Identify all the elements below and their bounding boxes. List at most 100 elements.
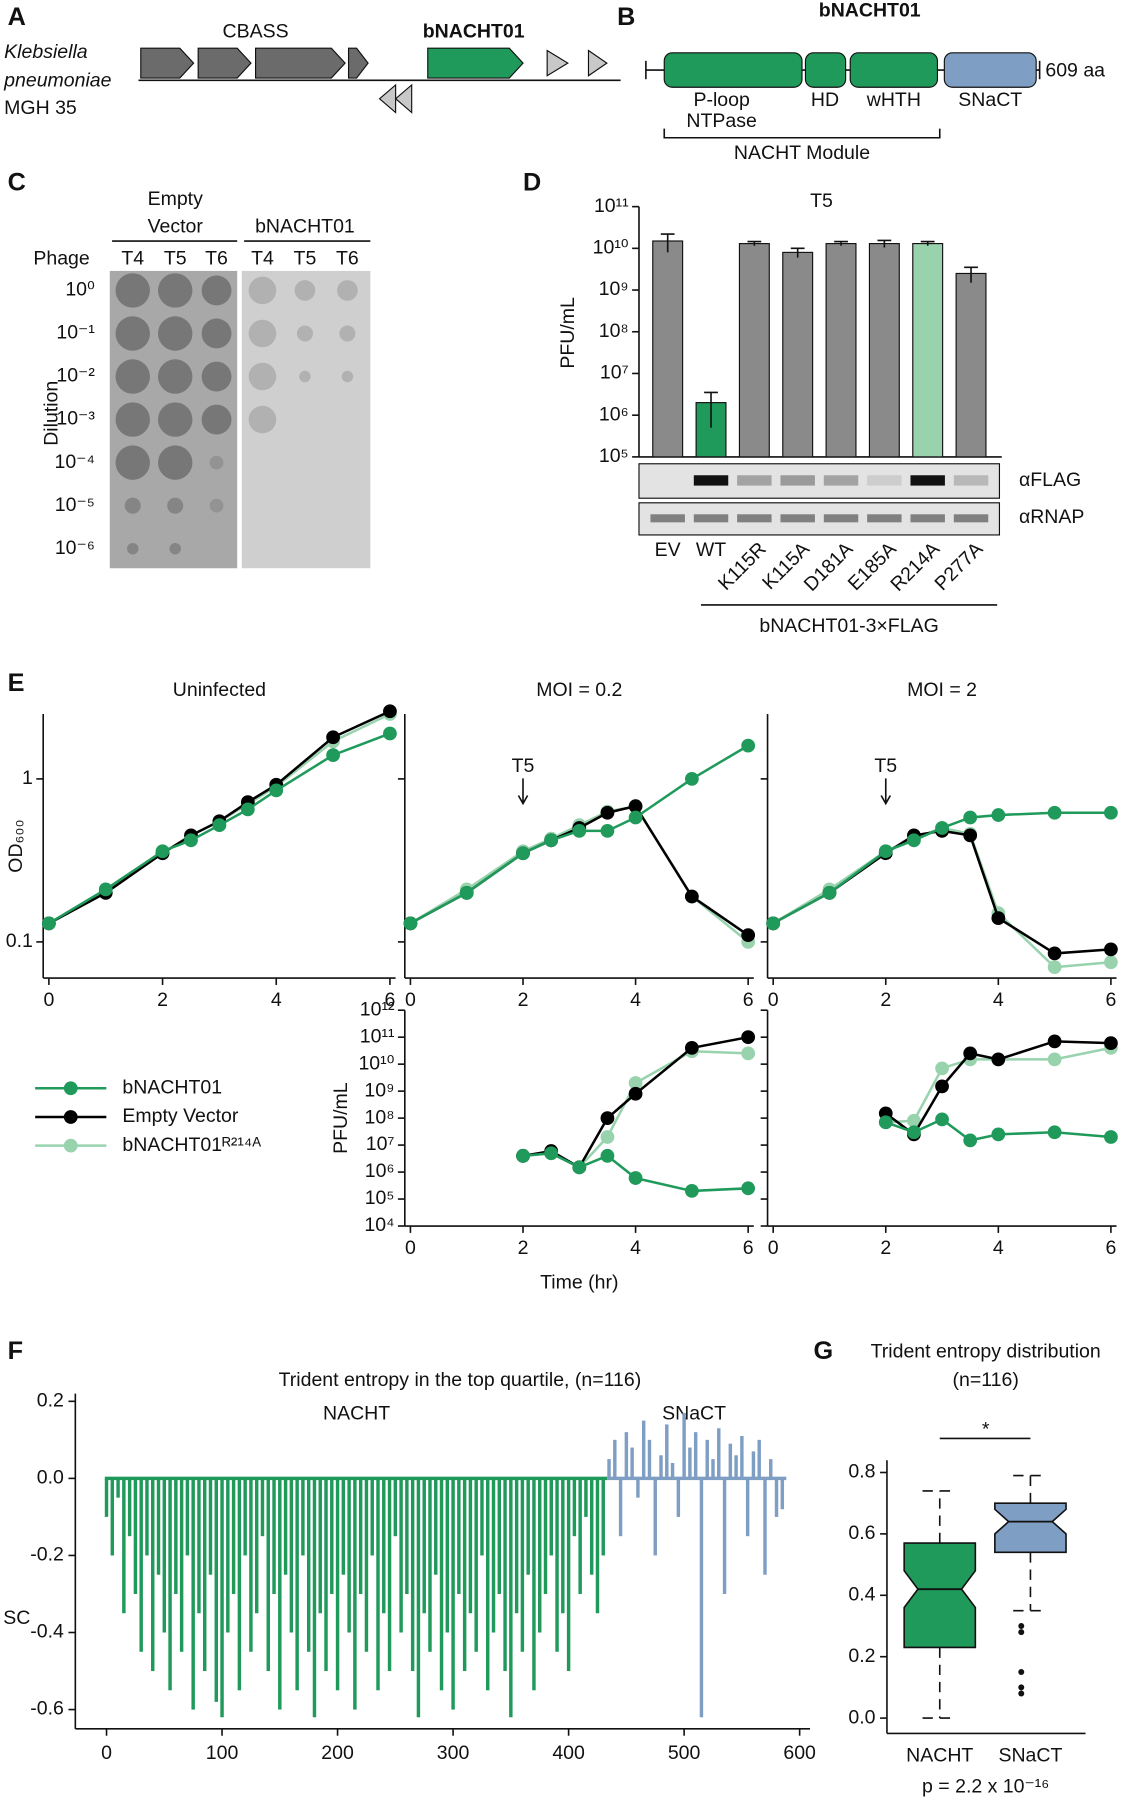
plaque-assay: Empty Vector bNACHT01 Phage Dilution T4 T…: [33, 188, 371, 569]
significance-mark: *: [982, 1419, 990, 1441]
data-point: [1104, 805, 1118, 820]
plaque-spot: [201, 318, 232, 349]
bar: [370, 1478, 374, 1556]
bar: [104, 1478, 109, 1517]
data-point: [935, 1079, 949, 1094]
blot-band: [780, 475, 815, 486]
x-tick-label: 6: [1105, 1237, 1116, 1259]
plaque-spot: [296, 325, 313, 342]
blot-band: [693, 475, 729, 486]
organism: Klebsiella: [4, 41, 88, 63]
y-axis-label: OD₆₀₀: [5, 819, 27, 872]
whisker: [1013, 1474, 1048, 1504]
bar: [486, 1478, 490, 1691]
bar: [231, 1478, 236, 1594]
y-axis-label: SC: [3, 1607, 30, 1629]
y-tick-label: 10⁹: [599, 278, 629, 300]
bar: [335, 1478, 340, 1691]
whisker: [1013, 1552, 1048, 1612]
dilution-label: 10⁻⁶: [55, 537, 95, 559]
bar: [347, 1478, 351, 1633]
gene: [378, 83, 397, 114]
data-point: [935, 1112, 949, 1127]
panel-label: F: [8, 1337, 23, 1365]
error-bar: [747, 240, 762, 246]
x-tick-label: 4: [271, 989, 282, 1011]
bar: [613, 1439, 617, 1479]
bar: [301, 1478, 305, 1556]
bar: [641, 1420, 646, 1479]
error-bar: [704, 391, 718, 428]
data-point: [1047, 1052, 1062, 1067]
error-bar: [964, 266, 978, 283]
y-tick-label: 0.0: [848, 1706, 875, 1728]
x-tick-label: 2: [880, 1237, 891, 1259]
x-tick-label: 0: [405, 989, 416, 1011]
charts: T5 PFU/mL 10⁵ 10⁶ 10⁷ 10⁸ 10⁹ 10¹⁰ 10¹¹ αFLAG αRNA…: [3, 190, 1118, 1798]
x-tick-label: 0: [43, 989, 54, 1011]
data-point: [684, 772, 699, 786]
data-point: [600, 1148, 615, 1163]
dilution-label: 10⁻⁵: [55, 494, 95, 516]
data-point: [991, 911, 1006, 925]
bar: [468, 1478, 473, 1614]
data-point: [878, 1115, 893, 1130]
blot-band: [650, 514, 685, 523]
gene: [394, 83, 413, 114]
plaque-spot: [209, 455, 224, 470]
bar: [139, 1478, 143, 1652]
x-tick-label: 6: [1105, 989, 1116, 1011]
bar: [197, 1478, 201, 1614]
data-point: [991, 1052, 1006, 1067]
bar: [174, 1478, 178, 1594]
bar: [220, 1478, 224, 1718]
x-tick-label: EV: [655, 539, 681, 561]
bar: [566, 1478, 571, 1672]
y-tick-label: 10⁵: [365, 1187, 395, 1209]
x-tick-label: 2: [518, 1237, 529, 1259]
y-tick-label: 0.8: [848, 1461, 875, 1483]
dilution-label: 10⁰: [65, 279, 95, 301]
data-point: [600, 1130, 615, 1144]
x-tick-label: 6: [743, 1237, 754, 1259]
data-point: [326, 748, 340, 762]
outlier: [1018, 1684, 1025, 1691]
dilution-label: 10⁻³: [56, 408, 95, 430]
data-point: [935, 821, 949, 835]
bar: [652, 240, 684, 458]
bar: [751, 1451, 756, 1479]
x-tick-label: 0: [405, 1237, 416, 1259]
bar: [226, 1478, 230, 1633]
data-point: [1104, 942, 1118, 957]
data-point: [991, 1127, 1006, 1142]
bar: [868, 243, 900, 458]
x-tick-label: 4: [630, 989, 641, 1011]
bar: [237, 1478, 242, 1691]
y-tick-label: -0.4: [30, 1621, 64, 1643]
plaque-spot: [157, 273, 193, 308]
y-tick-label: 0.0: [37, 1467, 64, 1489]
bar: [168, 1478, 172, 1691]
x-tick-label: 6: [385, 989, 396, 1011]
data-point: [766, 916, 781, 931]
annotation: T5: [512, 755, 535, 777]
data-point: [741, 738, 756, 753]
bar: [127, 1478, 132, 1537]
bar: [705, 1439, 709, 1479]
bar: [289, 1478, 294, 1633]
bar: [202, 1478, 207, 1672]
data-point: [628, 799, 643, 814]
gene: [347, 47, 369, 79]
bar: [509, 1478, 513, 1718]
data-point: [459, 885, 474, 900]
chart-title: Trident entropy distribution: [871, 1340, 1101, 1362]
y-tick-label: 10⁷: [600, 362, 629, 384]
bar: [324, 1478, 328, 1672]
plaque-spot: [201, 361, 232, 392]
blot-band: [737, 514, 772, 523]
bar: [428, 1478, 432, 1652]
blot-band: [867, 514, 902, 523]
series-line: [772, 826, 1112, 969]
blot-label: αRNAP: [1019, 506, 1084, 528]
